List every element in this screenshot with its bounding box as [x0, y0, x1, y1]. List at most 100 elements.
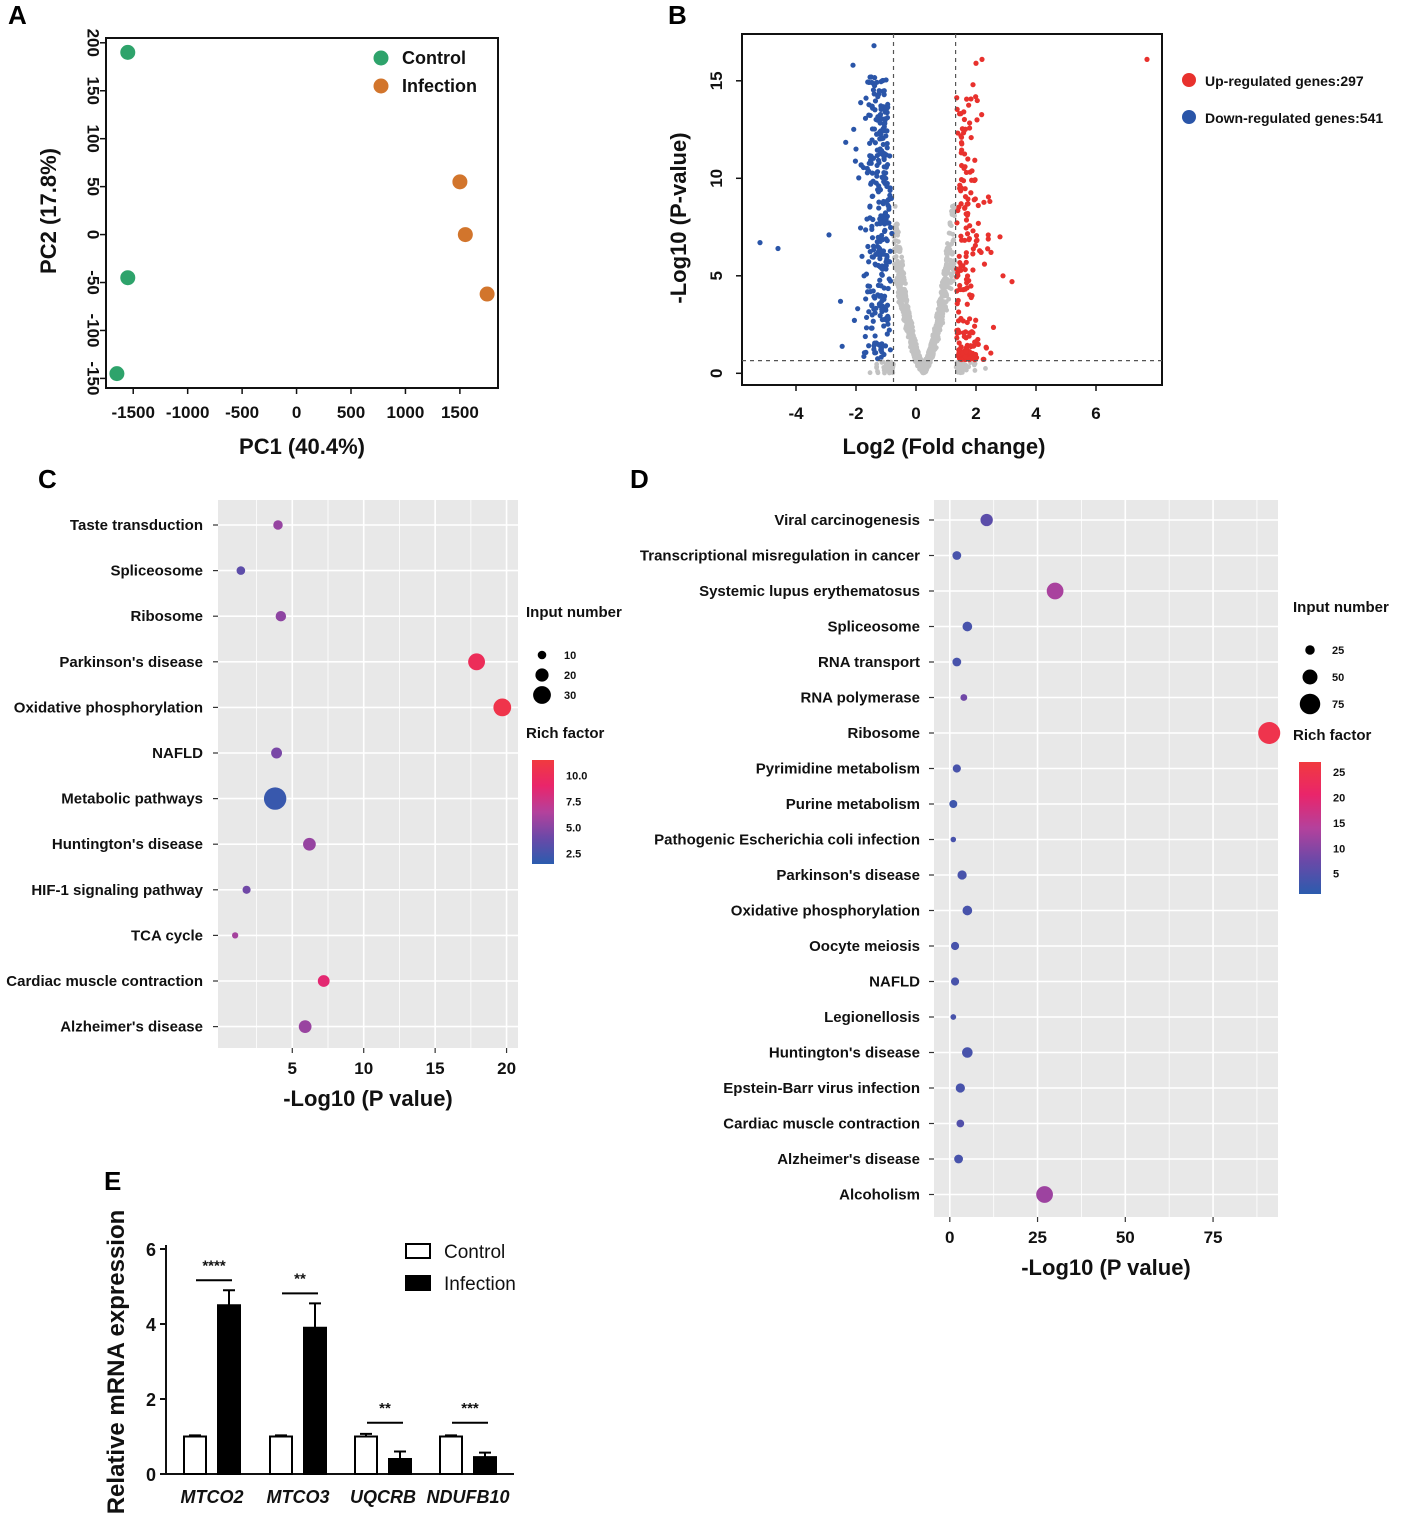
volcano-point-down [881, 323, 887, 329]
volcano-point-up [966, 237, 972, 243]
volcano-point-down [877, 187, 884, 193]
volcano-point-down [855, 306, 861, 312]
volcano-point-down [865, 283, 871, 289]
bubble [952, 764, 961, 773]
volcano-point-down [866, 168, 872, 174]
category-label: UQCRB [350, 1487, 416, 1507]
volcano-point-ns [902, 311, 908, 317]
term-label: Oocyte meiosis [809, 938, 920, 955]
plot-frame [741, 33, 1163, 386]
plot-background [218, 500, 518, 1048]
volcano-point-ns [913, 341, 919, 347]
term-label: Transcriptional misregulation in cancer [640, 548, 920, 565]
y-tick-label: 6 [146, 1240, 156, 1260]
y-tick-label: 15 [707, 71, 726, 90]
volcano-point-down [870, 243, 877, 249]
bubble [950, 1014, 957, 1020]
volcano-point-ns [913, 354, 919, 360]
category-label: MTCO2 [181, 1487, 244, 1507]
volcano-point-down [885, 285, 891, 292]
volcano-point-down [837, 298, 844, 304]
x-axis-title: PC1 (40.4%) [239, 434, 365, 459]
volcano-point-ns [867, 370, 873, 376]
volcano-point-up [964, 231, 971, 237]
pca-point-control [120, 270, 136, 286]
volcano-point-down [881, 88, 887, 94]
volcano-point-up [979, 56, 985, 62]
volcano-point-up [967, 343, 974, 349]
volcano-point-ns [899, 268, 905, 274]
size-legend-dot [537, 650, 547, 660]
term-label: Metabolic pathways [61, 791, 203, 808]
y-tick-label: -150 [84, 361, 103, 395]
volcano-point-up [985, 236, 991, 242]
volcano-point-down [876, 88, 882, 94]
volcano-point-ns [936, 311, 942, 317]
x-tick-label: -1500 [111, 403, 154, 422]
volcano-point-down [873, 350, 879, 356]
volcano-point-ns [899, 258, 905, 264]
volcano-point-up [956, 253, 962, 259]
color-legend-title: Rich factor [1293, 727, 1372, 744]
volcano-point-down [881, 174, 887, 180]
volcano-point-up [997, 234, 1003, 240]
color-legend-label: 2.5 [566, 849, 581, 861]
volcano-point-down [867, 112, 873, 119]
volcano-point-ns [936, 315, 942, 321]
volcano-point-ns [894, 225, 899, 231]
volcano-point-down [883, 164, 889, 170]
bubble [962, 621, 973, 632]
panel-d-kegg-bubble: Viral carcinogenesis Transcriptional misr… [640, 500, 1389, 1280]
term-label: Oxidative phosphorylation [731, 903, 920, 920]
panel-label-e: E [104, 1166, 121, 1196]
volcano-point-down [865, 243, 871, 250]
bar-infection [303, 1326, 327, 1475]
bubble [950, 836, 957, 843]
volcano-point-up [959, 147, 965, 153]
volcano-point-ns [936, 306, 942, 312]
volcano-point-down [869, 303, 875, 309]
volcano-point-up [990, 324, 997, 330]
term-label: TCA cycle [131, 927, 203, 944]
volcano-point-down [872, 98, 879, 104]
bubble [952, 551, 962, 560]
volcano-point-down [886, 327, 892, 333]
volcano-point-up [963, 345, 969, 351]
bubble [957, 870, 967, 880]
volcano-point-up [958, 233, 964, 239]
volcano-point-ns [949, 273, 955, 279]
size-legend-label: 50 [1332, 672, 1344, 684]
term-label: Pathogenic Escherichia coli infection [654, 832, 920, 849]
volcano-point-down [888, 195, 895, 201]
volcano-point-up [972, 157, 978, 163]
color-legend-title: Rich factor [526, 725, 605, 742]
term-label: Pyrimidine metabolism [756, 761, 920, 778]
term-label: Alzheimer's disease [60, 1019, 203, 1036]
bubble [271, 747, 283, 759]
volcano-point-down [869, 126, 876, 132]
volcano-point-up [963, 349, 969, 355]
legend-label-infection: Infection [444, 1274, 516, 1295]
volcano-point-down [866, 343, 872, 349]
volcano-point-up [987, 198, 993, 205]
volcano-point-up [954, 95, 960, 101]
x-tick-label: 2 [971, 404, 980, 423]
volcano-point-ns [904, 299, 909, 305]
volcano-point-ns [944, 251, 949, 257]
term-label: Parkinson's disease [776, 867, 920, 884]
volcano-point-ns [902, 294, 908, 300]
volcano-point-up [970, 355, 976, 361]
term-label: Taste transduction [70, 517, 203, 534]
volcano-point-ns [920, 363, 925, 369]
volcano-point-ns [906, 318, 912, 324]
legend-swatch-control [405, 1243, 431, 1259]
x-tick-label: 50 [1116, 1228, 1135, 1247]
y-axis-title: -Log10 (P-value) [666, 132, 691, 303]
volcano-point-up [964, 301, 970, 307]
volcano-point-up [965, 201, 971, 207]
volcano-point-up [968, 96, 974, 102]
bubble [303, 837, 316, 851]
size-legend-dot [1302, 669, 1318, 685]
volcano-point-down [866, 259, 872, 265]
volcano-point-ns [874, 361, 880, 367]
